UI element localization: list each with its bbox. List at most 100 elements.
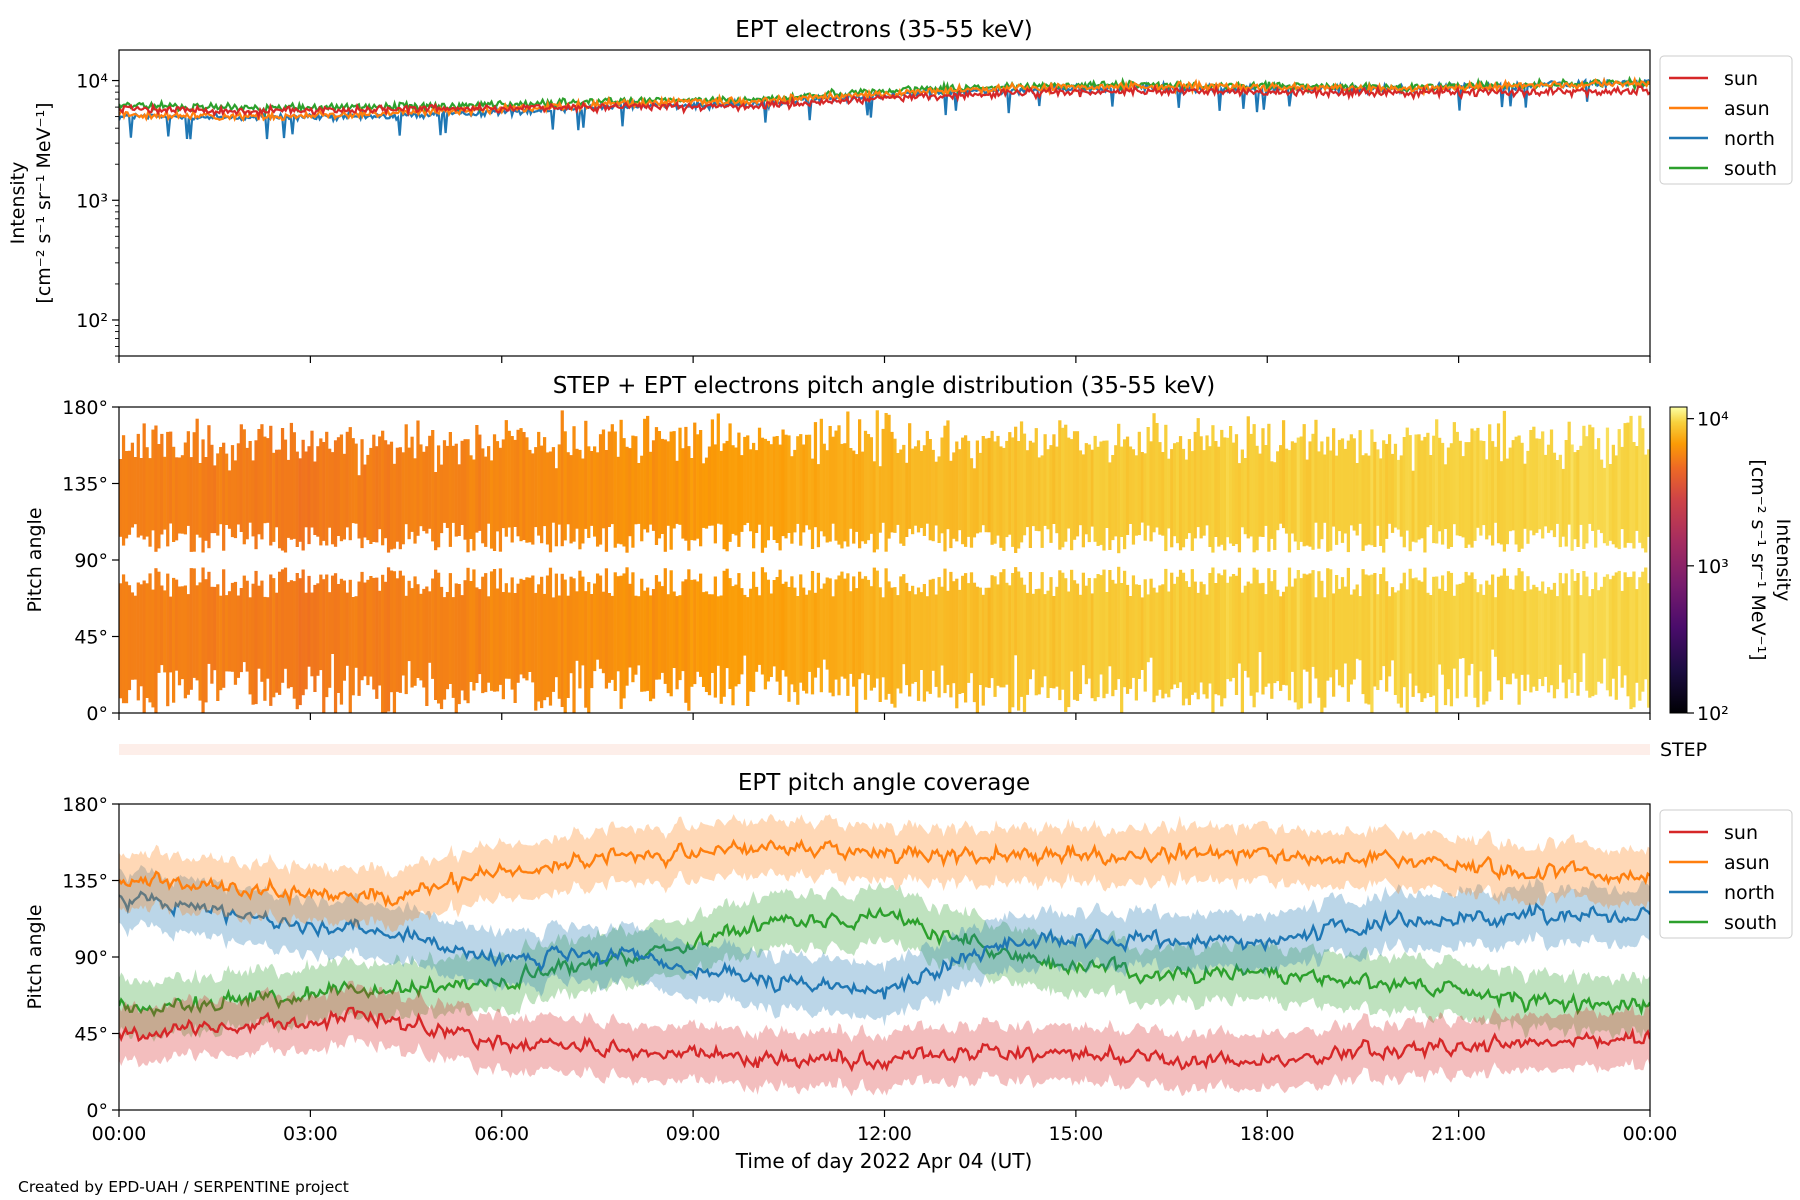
heatmap-cell: [219, 595, 223, 691]
heatmap-cell: [522, 579, 526, 679]
heatmap-cell: [1390, 453, 1395, 533]
heatmap-cell: [1067, 437, 1071, 529]
heatmap-cell: [425, 446, 429, 534]
heatmap-cell: [336, 437, 341, 536]
heatmap-cell: [554, 468, 558, 547]
heatmap-cell: [416, 420, 420, 536]
heatmap-cell: [442, 440, 447, 523]
heatmap-cell: [1402, 572, 1406, 688]
heatmap-cell: [1326, 436, 1330, 552]
heatmap-cell: [1635, 589, 1639, 683]
heatmap-cell: [540, 445, 544, 544]
heatmap-cell: [1626, 422, 1630, 543]
heatmap-cell: [531, 575, 535, 683]
heatmap-cell: [466, 439, 470, 553]
heatmap-cell: [1175, 576, 1180, 688]
heatmap-cell: [283, 439, 288, 553]
heatmap-cell: [454, 443, 458, 537]
heatmap-cell: [189, 457, 193, 552]
heatmap-cell: [239, 424, 243, 532]
heatmap-cell: [1016, 571, 1021, 711]
heatmap-cell: [328, 592, 332, 688]
heatmap-cell: [1558, 454, 1562, 548]
heatmap-cell: [731, 445, 735, 534]
heatmap-cell: [1382, 567, 1386, 667]
heatmap-cell: [925, 596, 929, 692]
heatmap-cell: [1443, 464, 1448, 529]
heatmap-cell: [263, 596, 267, 701]
heatmap-cell: [922, 584, 927, 702]
heatmap-cell: [431, 578, 435, 679]
heatmap-cell: [949, 571, 953, 698]
heatmap-cell: [1226, 437, 1230, 538]
heatmap-cell: [169, 596, 173, 673]
heatmap-cell: [763, 572, 768, 690]
heatmap-cell: [119, 583, 123, 699]
heatmap-cell: [277, 449, 282, 549]
heatmap-cell: [501, 592, 505, 700]
heatmap-cell: [1594, 449, 1598, 548]
heatmap-cell: [1061, 572, 1065, 690]
heatmap-cell: [1502, 568, 1507, 678]
panel-2-heatmap: [119, 410, 1650, 713]
heatmap-cell: [1432, 435, 1436, 544]
heatmap-cell: [1446, 447, 1451, 549]
heatmap-cell: [1541, 431, 1545, 539]
heatmap-cell: [878, 587, 882, 702]
heatmap-cell: [872, 567, 876, 688]
heatmap-cell: [913, 446, 918, 526]
heatmap-cell: [1361, 455, 1365, 551]
heatmap-cell: [498, 568, 503, 685]
heatmap-cell: [286, 582, 291, 689]
heatmap-cell: [1220, 575, 1224, 707]
heatmap-cell: [1014, 567, 1018, 656]
heatmap-cell: [637, 596, 641, 666]
heatmap-cell: [1370, 574, 1374, 713]
heatmap-cell: [1594, 572, 1598, 695]
heatmap-cell: [177, 457, 182, 534]
heatmap-cell: [304, 592, 308, 690]
heatmap-cell: [375, 577, 379, 699]
heatmap-cell: [1184, 581, 1189, 699]
heatmap-cell: [719, 450, 723, 525]
heatmap-cell: [1270, 581, 1274, 699]
heatmap-cell: [643, 590, 647, 692]
heatmap-cell: [1108, 462, 1112, 550]
heatmap-cell: [1626, 577, 1630, 697]
panel-3-ylabel: Pitch angle: [24, 904, 46, 1009]
heatmap-cell: [151, 429, 155, 531]
heatmap-cell: [516, 429, 520, 537]
heatmap-cell: [1149, 441, 1153, 542]
heatmap-cell: [280, 569, 285, 683]
heatmap-cell: [1579, 595, 1583, 682]
heatmap-cell: [174, 457, 179, 541]
heatmap-cell: [1599, 459, 1604, 534]
heatmap-cell: [1187, 586, 1191, 706]
heatmap-cell: [336, 584, 341, 693]
heatmap-cell: [139, 458, 143, 536]
heatmap-cell: [725, 568, 729, 669]
legend-label-asun: asun: [1724, 852, 1770, 874]
heatmap-cell: [937, 577, 941, 698]
heatmap-cell: [640, 455, 644, 542]
heatmap-cell: [1061, 427, 1065, 548]
heatmap-cell: [216, 453, 220, 536]
heatmap-cell: [445, 592, 450, 690]
colorbar-tick-label: 10⁴: [1697, 409, 1729, 431]
heatmap-cell: [484, 573, 488, 693]
heatmap-cell: [1611, 444, 1615, 545]
heatmap-cell: [813, 592, 818, 678]
heatmap-cell: [922, 445, 927, 536]
heatmap-cell: [601, 429, 606, 529]
heatmap-cell: [1034, 428, 1038, 531]
heatmap-cell: [640, 578, 644, 692]
heatmap-cell: [1270, 461, 1274, 539]
heatmap-cell: [749, 449, 753, 532]
heatmap-cell: [342, 580, 346, 681]
series-line-sun: [119, 1006, 1650, 1073]
heatmap-cell: [1517, 568, 1521, 705]
heatmap-cell: [752, 442, 756, 549]
heatmap-cell: [1093, 435, 1097, 542]
heatmap-cell: [1055, 586, 1059, 687]
heatmap-cell: [1585, 436, 1589, 544]
